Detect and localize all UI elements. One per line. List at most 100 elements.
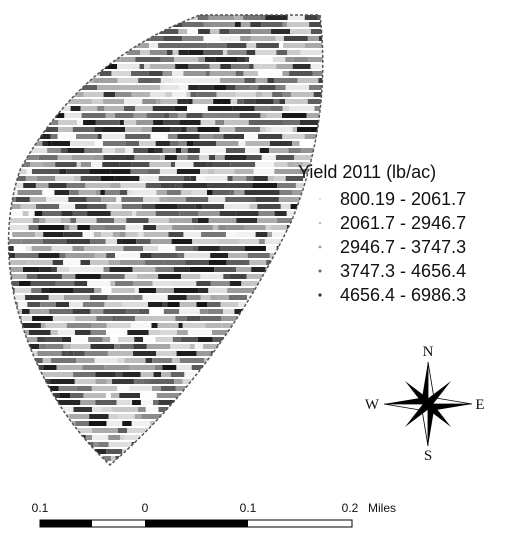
yield-stripe	[243, 71, 259, 76]
yield-stripe	[22, 386, 46, 391]
yield-stripe	[324, 344, 347, 349]
yield-stripe	[192, 225, 213, 230]
yield-stripe	[52, 92, 67, 97]
yield-stripe	[292, 141, 300, 146]
yield-stripe	[140, 372, 154, 377]
yield-stripe	[264, 239, 287, 244]
yield-stripe	[85, 435, 93, 440]
yield-stripe	[125, 463, 144, 465]
yield-stripe	[279, 253, 294, 258]
yield-stripe	[103, 155, 126, 160]
yield-stripe	[214, 267, 237, 272]
yield-stripe	[31, 169, 53, 174]
yield-stripe	[143, 463, 157, 465]
yield-stripe	[8, 50, 26, 55]
yield-stripe	[314, 106, 323, 111]
yield-stripe	[23, 463, 31, 465]
yield-stripe	[104, 15, 129, 20]
yield-stripe	[333, 64, 354, 69]
yield-stripe	[59, 393, 71, 398]
yield-stripe	[131, 421, 151, 426]
yield-stripe	[30, 393, 42, 398]
yield-stripe	[276, 218, 293, 223]
yield-stripe	[265, 225, 272, 230]
yield-stripe	[209, 64, 221, 69]
yield-stripe	[173, 288, 199, 293]
yield-stripe	[23, 456, 32, 461]
yield-stripe	[156, 351, 177, 356]
yield-stripe	[42, 162, 56, 167]
yield-stripe	[167, 295, 187, 300]
yield-stripe	[323, 309, 335, 314]
yield-stripe	[138, 456, 165, 461]
yield-stripe	[105, 393, 111, 398]
yield-stripe	[102, 43, 124, 48]
yield-stripe	[129, 365, 155, 370]
yield-stripe	[76, 386, 92, 391]
compass-north: N	[423, 344, 434, 360]
yield-stripe	[35, 183, 49, 188]
yield-stripe	[130, 169, 148, 174]
yield-stripe	[76, 162, 81, 167]
yield-stripe	[273, 449, 294, 454]
yield-stripe	[242, 400, 249, 405]
yield-stripe	[285, 85, 310, 90]
yield-stripe	[98, 442, 109, 447]
yield-stripe	[183, 232, 202, 237]
yield-stripe	[159, 197, 167, 202]
yield-stripe	[274, 386, 280, 391]
yield-stripe	[289, 316, 305, 321]
yield-stripe	[8, 106, 26, 111]
yield-stripe	[49, 288, 74, 293]
yield-stripe	[237, 99, 244, 104]
yield-stripe	[260, 127, 266, 132]
yield-stripe	[185, 449, 205, 454]
yield-stripe	[14, 344, 40, 349]
yield-stripe	[259, 330, 264, 335]
yield-stripe	[28, 141, 34, 146]
yield-stripe	[317, 337, 323, 342]
yield-stripe	[253, 176, 268, 181]
yield-stripe	[269, 400, 294, 405]
yield-stripe	[33, 43, 51, 48]
yield-stripe	[226, 85, 236, 90]
yield-stripe	[167, 302, 180, 307]
yield-stripe	[8, 169, 20, 174]
yield-stripe	[282, 22, 287, 27]
yield-stripe	[48, 295, 65, 300]
yield-stripe	[272, 295, 291, 300]
yield-stripe	[149, 309, 164, 314]
yield-stripe	[197, 78, 220, 83]
yield-stripe	[218, 449, 235, 454]
yield-stripe	[127, 29, 140, 34]
yield-stripe	[212, 225, 219, 230]
yield-stripe	[20, 204, 36, 209]
legend-label: 3747.3 - 4656.4	[340, 261, 466, 281]
yield-stripe	[136, 211, 156, 216]
yield-stripe	[300, 302, 306, 307]
yield-stripe	[192, 239, 218, 244]
yield-stripe	[136, 442, 156, 447]
yield-stripe	[141, 127, 152, 132]
yield-stripe	[8, 190, 18, 195]
yield-stripe	[316, 323, 323, 328]
yield-stripe	[133, 148, 148, 153]
yield-stripe	[241, 281, 263, 286]
yield-stripe	[141, 204, 156, 209]
yield-stripe	[8, 239, 22, 244]
yield-stripe	[240, 386, 262, 391]
yield-stripe	[8, 225, 29, 230]
yield-stripe	[92, 155, 104, 160]
yield-stripe	[226, 225, 245, 230]
yield-stripe	[245, 141, 270, 146]
yield-stripe	[148, 302, 163, 307]
yield-stripe	[107, 351, 134, 356]
yield-stripe	[190, 344, 195, 349]
yield-stripe	[304, 365, 314, 370]
yield-stripe	[232, 106, 255, 111]
yield-stripe	[42, 358, 52, 363]
yield-stripe	[191, 365, 210, 370]
yield-stripe	[117, 428, 128, 433]
yield-stripe	[89, 169, 111, 174]
